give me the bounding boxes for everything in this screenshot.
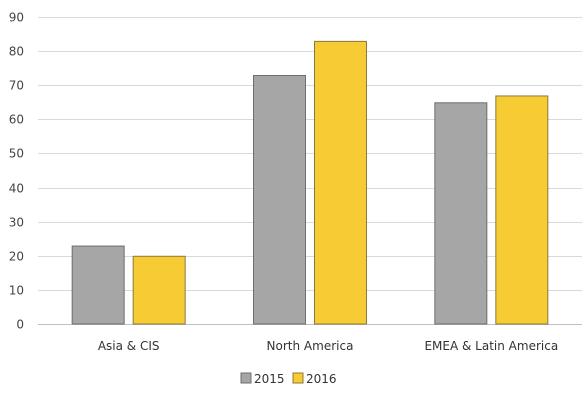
x-axis-category-labels: Asia & CIS North America EMEA & Latin Amer… (98, 339, 558, 353)
legend-swatch-2015 (240, 372, 252, 384)
bar-2015-north-america (253, 74, 306, 325)
bar-2015-asia-cis (71, 245, 125, 325)
bar-2016-north-america (314, 40, 367, 325)
bars (71, 40, 549, 325)
y-axis-tick-labels: 0 10 20 30 40 50 60 70 80 90 (9, 11, 24, 332)
y-tick-label-30: 30 (9, 216, 24, 230)
y-tick-label-80: 80 (9, 45, 24, 59)
y-tick-label-20: 20 (9, 250, 24, 264)
y-tick-label-70: 70 (9, 79, 24, 93)
bar-2016-asia-cis (132, 255, 186, 325)
y-tick-label-50: 50 (9, 147, 24, 161)
gridlines (38, 17, 582, 325)
legend-label-2016: 2016 (306, 372, 337, 386)
y-tick-label-90: 90 (9, 11, 24, 25)
bar-2015-emea-latin-america (434, 102, 488, 325)
x-category-label-2: EMEA & Latin America (424, 339, 558, 353)
x-category-label-0: Asia & CIS (98, 339, 160, 353)
y-tick-label-40: 40 (9, 182, 24, 196)
y-tick-label-10: 10 (9, 284, 24, 298)
legend: 2015 2016 (240, 372, 337, 386)
y-tick-label-0: 0 (16, 318, 24, 332)
bar-2016-emea-latin-america (495, 95, 549, 325)
legend-swatch-2016 (292, 372, 304, 384)
y-tick-label-60: 60 (9, 113, 24, 127)
x-category-label-1: North America (267, 339, 354, 353)
legend-label-2015: 2015 (254, 372, 285, 386)
